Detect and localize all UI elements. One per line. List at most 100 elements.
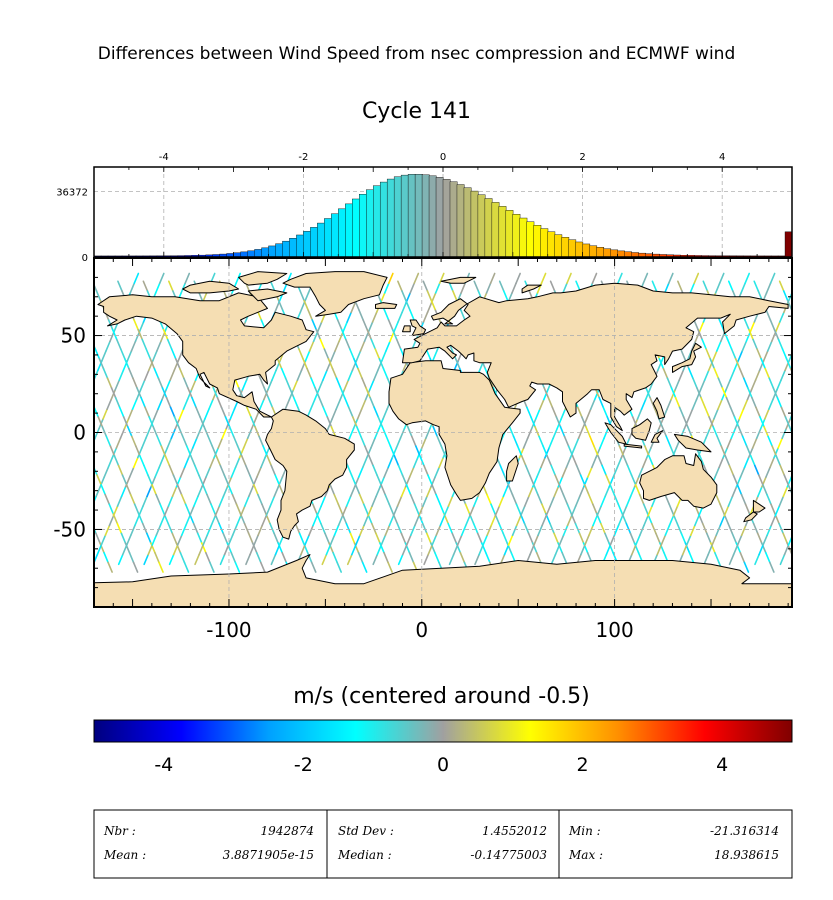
track-segment [240, 454, 247, 467]
track-segment [749, 321, 756, 333]
track-segment [469, 505, 475, 517]
track-segment [782, 290, 789, 302]
track-segment [629, 532, 636, 544]
stats-value: -0.14775003 [470, 848, 547, 862]
track-segment [803, 398, 807, 408]
track-segment [829, 438, 833, 448]
track-segment [670, 389, 676, 401]
track-segment [383, 309, 390, 321]
track-segment [120, 348, 126, 360]
track-segment [186, 389, 193, 401]
track-segment [825, 448, 829, 458]
track-segment [86, 390, 90, 400]
track-segment [218, 495, 225, 507]
track-segment [741, 340, 748, 352]
track-segment [699, 379, 706, 391]
land-polygon [440, 276, 477, 284]
land-polygon [388, 360, 521, 501]
track-segment [223, 474, 230, 486]
histogram-bar [533, 225, 542, 257]
track-segment [333, 524, 340, 537]
track-segment [715, 524, 722, 537]
track-segment [20, 291, 24, 301]
track-segment [426, 301, 433, 314]
track-segment [302, 358, 308, 370]
track-segment [231, 524, 238, 537]
track-segment [84, 504, 88, 514]
track-segment [173, 416, 180, 428]
track-segment [169, 369, 176, 381]
histogram-bar [268, 245, 276, 257]
histogram-bar [603, 248, 612, 257]
track-segment [61, 388, 65, 398]
track-segment [356, 425, 362, 438]
track-segment [57, 378, 61, 388]
histogram-bar [477, 194, 486, 257]
track-segment [782, 485, 789, 498]
track-segment [554, 544, 561, 556]
track-segment [264, 447, 270, 459]
track-segment [723, 505, 730, 517]
track-segment [770, 515, 777, 527]
track-segment [213, 447, 219, 459]
track-segment [593, 445, 599, 457]
track-segment [362, 503, 369, 515]
track-segment [778, 280, 785, 292]
track-segment [427, 474, 433, 486]
track-segment [760, 358, 766, 370]
track-segment [629, 485, 636, 498]
track-segment [308, 340, 315, 352]
colorbar: -4 -2 0 2 4 [93, 719, 793, 776]
track-segment [588, 524, 594, 537]
track-segment [612, 466, 619, 478]
track-segment [740, 282, 746, 294]
track-segment [743, 456, 750, 469]
track-segment [209, 561, 215, 573]
track-segment [622, 454, 629, 467]
track-segment [574, 522, 581, 535]
track-segment [384, 493, 391, 506]
track-segment [254, 425, 260, 438]
stats-value: 3.8871905e-15 [223, 848, 314, 862]
track-segment [674, 396, 681, 409]
track-segment [798, 446, 802, 456]
track-segment [422, 280, 429, 292]
track-segment [368, 454, 374, 467]
map-x-tick-label: 100 [596, 618, 634, 642]
track-segment [668, 503, 675, 515]
histogram-x-tick-label: 0 [440, 152, 446, 163]
track-segment [773, 328, 780, 341]
track-segment [296, 369, 303, 381]
track-segment [246, 406, 252, 418]
track-segment [698, 321, 705, 333]
track-segment [135, 445, 141, 457]
track-segment [534, 425, 540, 438]
histogram-bar [575, 241, 584, 257]
track-segment [126, 425, 133, 438]
track-segment [210, 515, 217, 527]
chart-title: Cycle 141 [361, 99, 472, 124]
track-segment [336, 561, 342, 573]
track-segment [712, 425, 718, 438]
track-segment [176, 484, 183, 496]
track-segment [733, 416, 740, 428]
track-segment [128, 466, 135, 478]
track-segment [575, 280, 581, 292]
track-segment [705, 427, 711, 440]
track-segment [132, 377, 138, 389]
track-segment [503, 544, 510, 556]
track-segment [312, 515, 318, 527]
track-segment [434, 551, 440, 564]
track-segment [245, 553, 251, 566]
track-segment [355, 534, 361, 546]
track-segment [558, 484, 565, 496]
track-segment [312, 503, 318, 515]
track-segment [664, 524, 671, 537]
track-segment [222, 532, 229, 544]
track-segment [234, 561, 241, 573]
track-segment [694, 515, 700, 527]
track-segment [104, 524, 111, 537]
track-segment [380, 484, 386, 496]
track-segment [114, 396, 121, 409]
track-segment [599, 437, 605, 449]
